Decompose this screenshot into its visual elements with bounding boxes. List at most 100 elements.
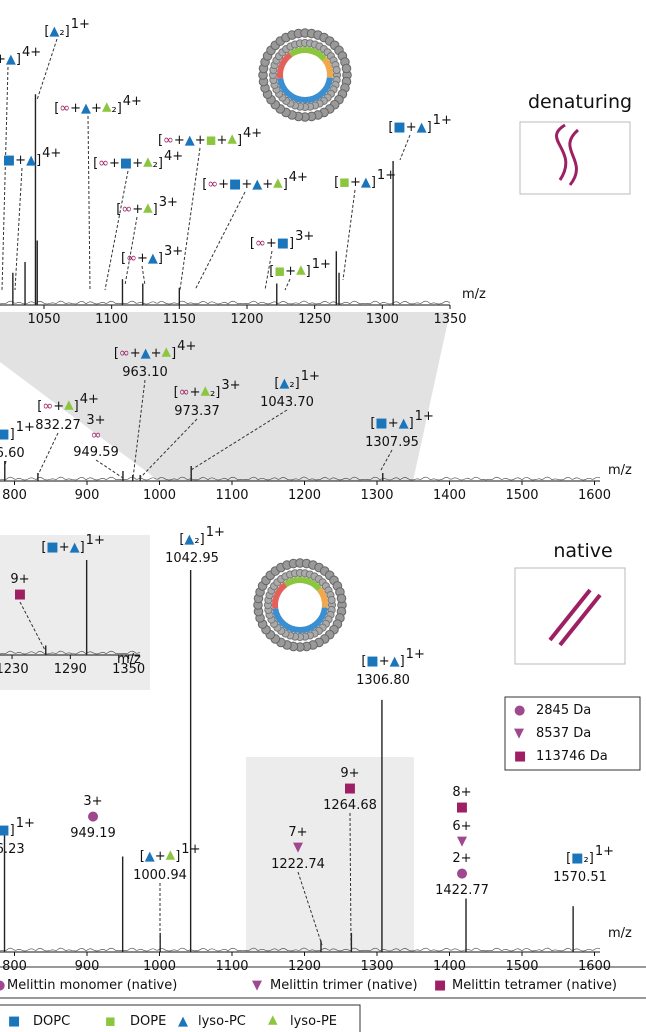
figure: denaturing native m/z1050110011501200125… (0, 0, 646, 1032)
species-symbol: ■ (456, 800, 468, 815)
x-tick-label: 1000 (143, 959, 176, 974)
x-tick-label: 1350 (433, 312, 466, 327)
charge-state: 3+ (295, 229, 314, 244)
charge-state: 1+ (415, 409, 434, 424)
leader-line (88, 116, 90, 290)
condition-label: denaturing (528, 91, 632, 113)
legend-symbol: ▼ (252, 978, 262, 993)
x-tick-label: 1230 (0, 662, 29, 677)
species-symbol: ▼ (293, 840, 303, 855)
charge-state: 1+ (377, 168, 396, 183)
charge-state: 4+ (164, 149, 183, 164)
x-axis-label: m/z (462, 287, 486, 302)
leader-line (400, 135, 410, 160)
species-label: [■+▲] (388, 120, 431, 135)
species-symbol: ■ (14, 587, 26, 602)
mz-label: 949.59 (73, 445, 119, 460)
bilayer-segment (324, 59, 330, 77)
charge-state: 6+ (452, 819, 471, 834)
charge-state: 4+ (22, 45, 41, 60)
mz-label: 1042.95 (165, 551, 219, 566)
leader-line (15, 168, 22, 290)
species-symbol: ▼ (457, 834, 467, 849)
leader-line (105, 171, 128, 290)
species-label: ■] (0, 823, 15, 838)
x-tick-label: 900 (75, 488, 100, 503)
species-symbol: ● (87, 809, 98, 824)
mz-label: 1422.77 (435, 883, 489, 898)
legend-label: DOPE (130, 1014, 166, 1029)
charge-state: 2+ (452, 851, 471, 866)
species-label: [∞+▲+◼+▴] (158, 127, 242, 149)
charge-state: 1+ (16, 420, 35, 435)
mz-label: 1043.70 (260, 395, 314, 410)
x-tick-label: 1200 (288, 488, 321, 503)
species-label: [■+▲] (361, 654, 404, 669)
x-tick-label: 1600 (578, 959, 611, 974)
charge-state: 8+ (452, 785, 471, 800)
mz-label: 86.23 (0, 842, 25, 857)
species-label: [∞+▲] (121, 251, 163, 266)
leader-line (343, 190, 355, 280)
charge-state: 9+ (10, 572, 29, 587)
charge-state: 1+ (86, 533, 105, 548)
legend-symbol: ▲ (178, 1014, 188, 1029)
charge-state: 3+ (83, 794, 102, 809)
charge-state: 1+ (71, 17, 90, 32)
species-label: [∞+▴] (116, 196, 157, 218)
x-tick-label: 1100 (95, 312, 128, 327)
mz-label: 1306.80 (356, 673, 410, 688)
species-label: [∞+■] (250, 236, 294, 251)
x-tick-label: 1500 (505, 488, 538, 503)
x-tick-label: 1150 (163, 312, 196, 327)
charge-state: 4+ (243, 126, 262, 141)
charge-state: 9+ (340, 766, 359, 781)
species-label: +▲] (0, 52, 21, 67)
species-label: [▲₂] (44, 24, 69, 39)
species-label: [■+▲] (370, 416, 413, 431)
legend-label: Melittin tetramer (native) (452, 978, 617, 993)
bilayer-segment (319, 589, 325, 607)
species-label: [▲+▴] (140, 843, 181, 865)
legend-symbol: ◼ (105, 1014, 116, 1029)
x-tick-label: 1290 (54, 662, 87, 677)
legend-symbol: ● (0, 978, 5, 993)
x-tick-label: 1300 (360, 488, 393, 503)
legend-label: 8537 Da (536, 726, 591, 741)
legend-symbol: ● (514, 703, 525, 718)
species-symbol: ■ (344, 781, 356, 796)
species-label: [∞+■+▴₂] (93, 150, 163, 172)
x-tick-label: 1300 (360, 959, 393, 974)
charge-state: 4+ (80, 392, 99, 407)
bilayer-segment (286, 580, 320, 589)
mz-label: 973.37 (174, 404, 220, 419)
legend-symbol: ■ (514, 749, 526, 764)
mz-label: 1264.68 (323, 798, 377, 813)
mz-label: 1000.94 (133, 868, 187, 883)
species-symbol: ∞ (91, 428, 102, 443)
charge-state: 3+ (86, 413, 105, 428)
charge-state: 4+ (177, 339, 196, 354)
bilayer-segment (291, 50, 325, 59)
charge-state: 4+ (289, 170, 308, 185)
legend-label: 2845 Da (536, 703, 591, 718)
leader-line (180, 148, 200, 290)
legend-label: lyso-PC (198, 1014, 246, 1029)
x-tick-label: 1400 (433, 959, 466, 974)
lipid-head (333, 66, 340, 73)
charge-state: 7+ (288, 825, 307, 840)
species-label: ■+▲] (3, 153, 41, 168)
charge-state: 1+ (433, 113, 452, 128)
mz-label: 949.19 (70, 826, 116, 841)
mz-label: 86.60 (0, 446, 25, 461)
charge-state: 3+ (221, 378, 240, 393)
lipid-head (337, 594, 346, 603)
legend-label: 113746 Da (536, 749, 608, 764)
lipid-head (328, 596, 335, 603)
x-tick-label: 1300 (366, 312, 399, 327)
charge-state: 4+ (42, 146, 61, 161)
charge-state: 3+ (164, 244, 183, 259)
charge-state: 1+ (206, 525, 225, 540)
legend-symbol: ■ (434, 978, 446, 993)
x-tick-label: 1000 (143, 488, 176, 503)
